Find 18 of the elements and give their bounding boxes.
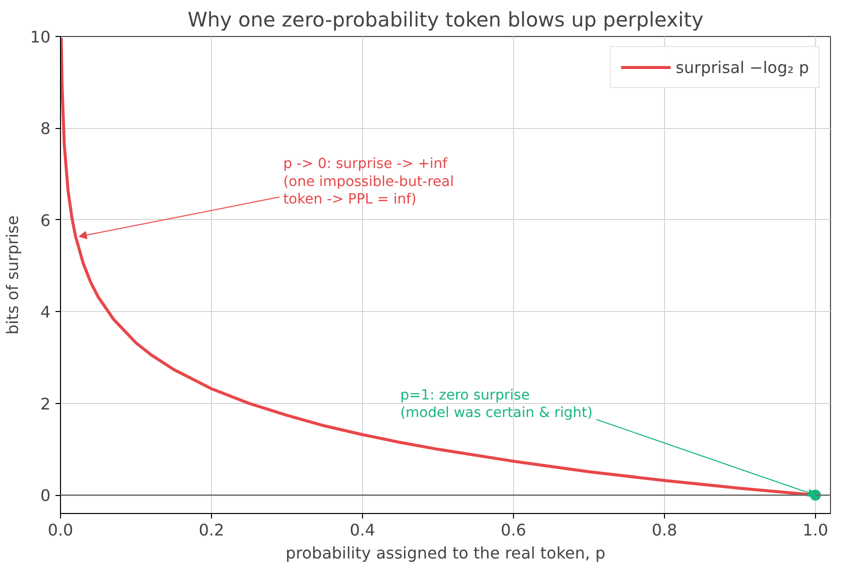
annotation: p -> 0: surprise -> +inf (one impossible-but-real token -> PPL = inf): [283, 156, 454, 208]
x-tick-label: 0.0: [48, 520, 74, 540]
legend-label: surprisal −log₂ p: [676, 58, 809, 76]
chart-title: Why one zero-probability token blows up perplexity: [188, 8, 704, 32]
x-tick-label: 0.8: [652, 520, 678, 540]
y-tick-label: 2: [40, 394, 51, 414]
y-tick-label: 8: [40, 119, 51, 138]
x-tick-label: 0.4: [350, 520, 376, 540]
y-tick-label: 10: [30, 28, 50, 46]
x-tick-label: 1.0: [802, 520, 828, 540]
x-tick-label: 0.2: [198, 520, 224, 540]
y-tick-label: 0: [40, 486, 51, 506]
y-tick-label: 6: [40, 210, 51, 230]
x-tick-label: 0.6: [500, 520, 526, 540]
x-axis-title: probability assigned to the real token, p: [286, 544, 606, 562]
y-tick-label: 4: [40, 302, 51, 322]
annotation: p=1: zero surprise (model was certain & right): [400, 387, 593, 421]
y-axis-title: bits of surprise: [3, 215, 22, 335]
